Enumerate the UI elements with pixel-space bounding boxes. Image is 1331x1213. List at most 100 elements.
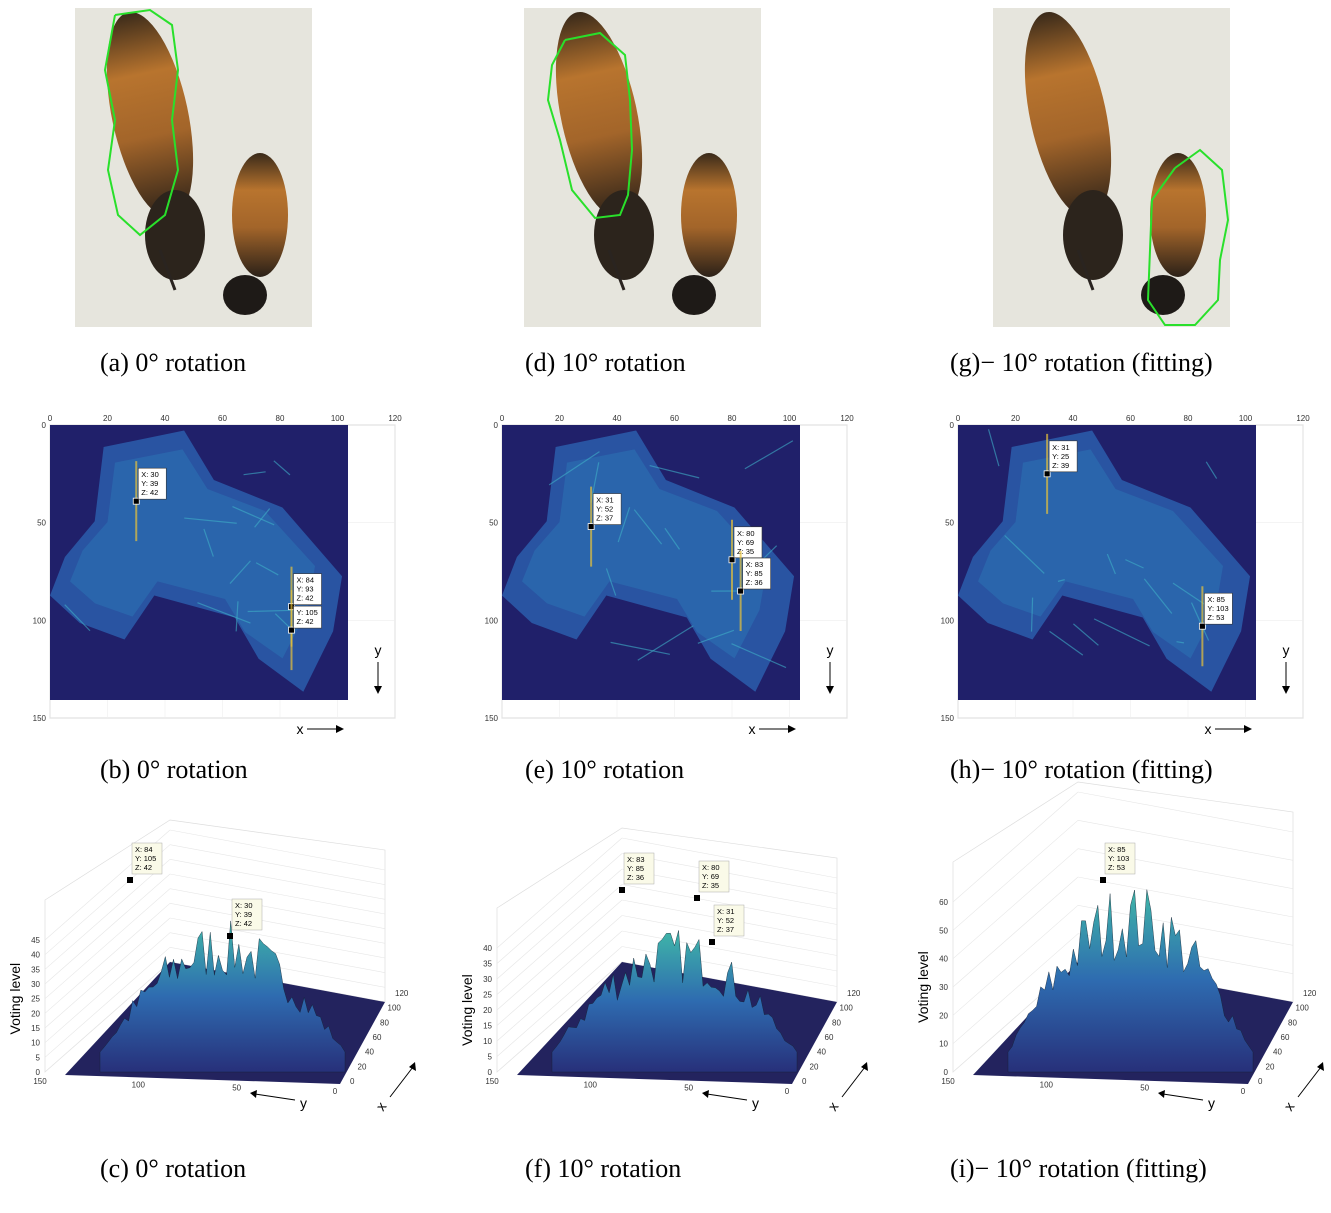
arrow-head (409, 1062, 416, 1071)
vote-ray (697, 629, 735, 644)
vote-ray (197, 602, 251, 624)
y-tick-label: 100 (33, 616, 47, 625)
grid-line (496, 837, 623, 949)
datatip-box (293, 605, 322, 629)
bee-head (672, 275, 716, 315)
vote-ray (1049, 630, 1084, 656)
vote-ray (254, 508, 271, 528)
vote-ray (273, 460, 291, 476)
datatip-label: X: 31 (717, 907, 735, 916)
contour (103, 8, 180, 237)
datatip-marker (709, 939, 715, 945)
vote-ray (1190, 602, 1210, 641)
x-tick-label: 100 (840, 1004, 854, 1013)
z-tick-label: 40 (939, 955, 948, 964)
z-tick-label: 15 (483, 1022, 492, 1031)
x-tick-label: 60 (825, 1033, 834, 1042)
arrow-head (1317, 1062, 1324, 1071)
grid-line (44, 947, 171, 1058)
datatip-label: Y: 85 (746, 569, 763, 578)
datatip-label: X: 85 (1207, 595, 1225, 604)
vote-region (978, 449, 1223, 659)
z-tick-label: 20 (483, 1006, 492, 1015)
x-tick-label: 20 (1266, 1062, 1275, 1071)
datatip-label: Y: 52 (717, 916, 734, 925)
datatip-label: Y: 69 (702, 872, 719, 881)
grid-line (1077, 820, 1294, 861)
x-tick-label: 0 (1258, 1077, 1263, 1086)
x-tick-label: 120 (395, 989, 409, 998)
grid-line (169, 932, 386, 973)
x-tick-label: 60 (1126, 414, 1135, 423)
datatip-box (131, 842, 163, 875)
grid-line (44, 961, 171, 1073)
datatip-label: X: 84 (297, 576, 315, 585)
z-tick-label: 45 (31, 936, 40, 945)
x-tick-label: 120 (840, 414, 854, 423)
arrow-head (788, 725, 796, 733)
arrow-head (1282, 686, 1290, 694)
x-tick-label: 100 (1239, 414, 1253, 423)
grid-line (1077, 791, 1294, 833)
x-tick-label: 100 (783, 414, 797, 423)
x-tick-label: 120 (1303, 989, 1317, 998)
grid-line (496, 930, 623, 1042)
bee-head (223, 275, 267, 315)
x-tick-label: 0 (350, 1077, 355, 1086)
vote-ray (1125, 559, 1144, 569)
bee-body (1150, 153, 1206, 277)
vote-ray (203, 528, 214, 557)
x-tick-label: 0 (500, 414, 505, 423)
bee-body (681, 153, 737, 277)
grid-line (952, 905, 1079, 1016)
z-tick-label: 35 (31, 965, 40, 974)
datatip-label: X: 30 (235, 901, 253, 910)
axis-arrow (841, 1066, 866, 1098)
x-axis-label: x (824, 1099, 841, 1114)
z-tick-label: 10 (939, 1040, 948, 1049)
z-axis-label: Voting level (7, 963, 23, 1035)
vote-ray (1004, 535, 1045, 574)
bee-leg (158, 249, 177, 291)
grid-line (169, 844, 386, 885)
grid-line (952, 791, 1079, 903)
contour (546, 31, 634, 220)
caption: (i)− 10° rotation (fitting) (950, 1154, 1207, 1183)
axis-arrow (389, 1066, 414, 1098)
x-tick-label: 40 (1273, 1048, 1282, 1057)
y-tick-label: 50 (489, 519, 498, 528)
vote-ray (649, 464, 700, 479)
datatip-label: X: 83 (746, 560, 764, 569)
z-tick-label: 35 (483, 960, 492, 969)
grid-line (496, 946, 623, 1057)
vote-ray (255, 562, 279, 576)
vote-ray (664, 527, 681, 550)
datatip-label: Y: 103 (1108, 854, 1129, 863)
datatip-box (1104, 842, 1136, 875)
vote-ray (633, 509, 663, 545)
datatip-marker (132, 497, 140, 505)
datatip-label: X: 84 (135, 845, 153, 854)
x-tick-label: 120 (847, 989, 861, 998)
grid-line (496, 884, 623, 995)
datatip-box (623, 852, 655, 885)
z-tick-label: 15 (31, 1024, 40, 1033)
datatip-label: Z: 42 (297, 617, 314, 626)
datatip-label: Y: 25 (1052, 452, 1069, 461)
datatip-label: X: 80 (737, 529, 755, 538)
datatip-label: X: 30 (141, 470, 159, 479)
datatip-label: X: 31 (1052, 443, 1070, 452)
arrow-head (826, 686, 834, 694)
datatip-label: Z: 42 (297, 594, 314, 603)
datatip-marker (1198, 622, 1206, 630)
x-tick-label: 60 (1281, 1033, 1290, 1042)
grid-line (952, 848, 1079, 959)
x-tick-label: 20 (103, 414, 112, 423)
grid-line (1077, 876, 1294, 918)
grid-line (621, 930, 838, 972)
z-axis-label: Voting level (915, 951, 931, 1023)
x-tick-label: 60 (218, 414, 227, 423)
arrow-head (861, 1062, 868, 1071)
datatip-label: Z: 53 (1207, 613, 1224, 622)
vote-ray (731, 643, 787, 669)
